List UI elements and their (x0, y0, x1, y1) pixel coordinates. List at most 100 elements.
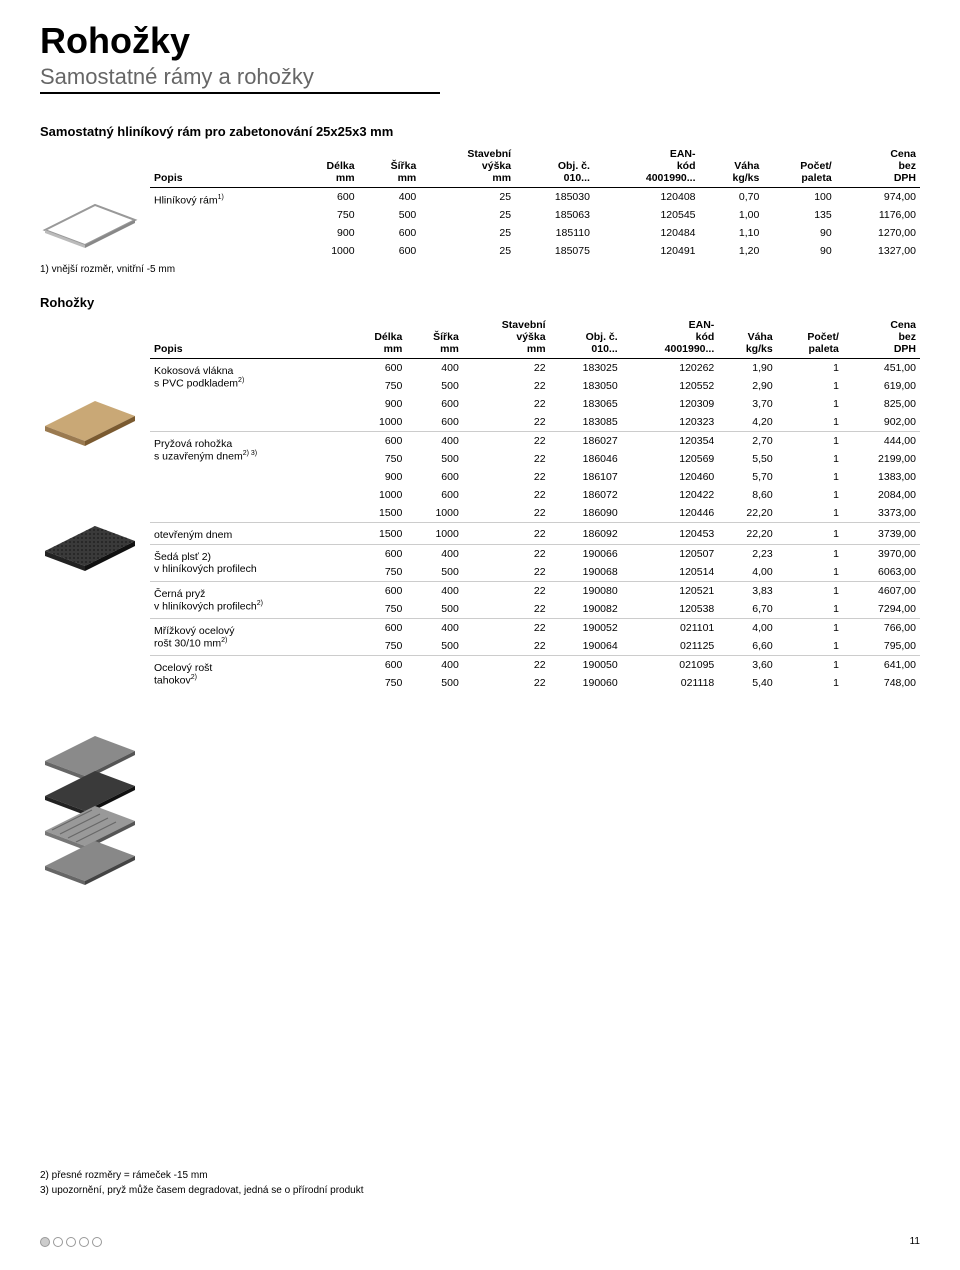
cell: 600 (346, 359, 406, 378)
cell: 500 (406, 600, 462, 619)
col-vaha: Váhakg/ks (700, 145, 764, 188)
cell: 4,00 (718, 563, 776, 582)
cell: 22 (463, 674, 550, 692)
cell: 021101 (622, 619, 719, 638)
cell: 400 (406, 582, 462, 601)
cell: 190080 (550, 582, 622, 601)
cell: 190064 (550, 637, 622, 656)
cell: 1,00 (700, 206, 764, 224)
cell: 120484 (594, 224, 700, 242)
cell: 1000 (406, 504, 462, 523)
cell: 3739,00 (843, 523, 920, 545)
cell: 1270,00 (836, 224, 920, 242)
col-pocet: Počet/paleta (777, 316, 843, 359)
cell: 185063 (515, 206, 594, 224)
cell: 600 (406, 486, 462, 504)
table-row: Mřížkový ocelovýrošt 30/10 mm2)600400221… (150, 619, 920, 638)
cell: 22 (463, 432, 550, 451)
cell: 186027 (550, 432, 622, 451)
cell: 600 (406, 395, 462, 413)
cell: 500 (406, 563, 462, 582)
cell: 1000 (293, 242, 359, 260)
cell: 185030 (515, 188, 594, 207)
cell: 1176,00 (836, 206, 920, 224)
cell: 1 (777, 582, 843, 601)
cell: 5,70 (718, 468, 776, 486)
cell: 3,60 (718, 656, 776, 675)
footnote-2b: 3) upozornění, pryž může časem degradova… (40, 1185, 920, 1196)
page-number: 11 (910, 1236, 920, 1247)
col-vaha: Váhakg/ks (718, 316, 776, 359)
cell: 3,83 (718, 582, 776, 601)
row-desc: otevřeným dnem (150, 523, 346, 545)
cell: 1,10 (700, 224, 764, 242)
row-desc: Ocelový rošttahokov2) (150, 656, 346, 693)
cell: 190052 (550, 619, 622, 638)
cell: 22,20 (718, 504, 776, 523)
cell: 600 (406, 468, 462, 486)
cell: 500 (359, 206, 421, 224)
cell: 748,00 (843, 674, 920, 692)
cell: 22 (463, 468, 550, 486)
cell: 22 (463, 637, 550, 656)
table-row: Pryžová rohožkas uzavřeným dnem2) 3)6004… (150, 432, 920, 451)
cell: 120507 (622, 545, 719, 564)
col-sirka: Šířkamm (406, 316, 462, 359)
cell: 120354 (622, 432, 719, 451)
cell: 120422 (622, 486, 719, 504)
cell: 22 (463, 359, 550, 378)
cell: 185075 (515, 242, 594, 260)
col-obj: Obj. č.010... (515, 145, 594, 188)
cell: 190050 (550, 656, 622, 675)
cell: 0,70 (700, 188, 764, 207)
cell: 100 (763, 188, 835, 207)
cell: 1 (777, 468, 843, 486)
col-pocet: Počet/paleta (763, 145, 835, 188)
cell: 22 (463, 582, 550, 601)
cell: 1 (777, 504, 843, 523)
cell: 600 (346, 656, 406, 675)
cell: 2,23 (718, 545, 776, 564)
cell: 22 (463, 563, 550, 582)
cell: 120446 (622, 504, 719, 523)
cell: 750 (293, 206, 359, 224)
cell: 1 (777, 486, 843, 504)
cell: 750 (346, 600, 406, 619)
cell: 1 (777, 432, 843, 451)
cell: 600 (359, 242, 421, 260)
cell: 750 (346, 674, 406, 692)
cell: 600 (346, 545, 406, 564)
table-row: Ocelový rošttahokov2)6004002219005002109… (150, 656, 920, 675)
cell: 120408 (594, 188, 700, 207)
cell: 900 (346, 395, 406, 413)
cell: 190066 (550, 545, 622, 564)
cell: 25 (420, 188, 515, 207)
col-sirka: Šířkamm (359, 145, 421, 188)
cell: 600 (346, 432, 406, 451)
cell: 185110 (515, 224, 594, 242)
cell: 1383,00 (843, 468, 920, 486)
cell: 1 (777, 545, 843, 564)
cell: 22 (463, 413, 550, 432)
col-popis: Popis (150, 316, 346, 359)
table1-title: Samostatný hliníkový rám pro zabetonován… (40, 124, 920, 139)
row-desc: Hliníkový rám1) (150, 188, 293, 261)
cell: 795,00 (843, 637, 920, 656)
cell: 021095 (622, 656, 719, 675)
cell: 186090 (550, 504, 622, 523)
cell: 600 (406, 413, 462, 432)
cell: 90 (763, 224, 835, 242)
cell: 600 (359, 224, 421, 242)
cell: 120323 (622, 413, 719, 432)
table-row: Hliníkový rám1)600400251850301204080,701… (150, 188, 920, 207)
cell: 120460 (622, 468, 719, 486)
cell: 1327,00 (836, 242, 920, 260)
cell: 22 (463, 619, 550, 638)
cell: 120453 (622, 523, 719, 545)
cell: 25 (420, 224, 515, 242)
cell: 400 (406, 432, 462, 451)
col-popis: Popis (150, 145, 293, 188)
table-row: Černá pryžv hliníkových profilech2)60040… (150, 582, 920, 601)
cell: 3970,00 (843, 545, 920, 564)
cell: 120521 (622, 582, 719, 601)
